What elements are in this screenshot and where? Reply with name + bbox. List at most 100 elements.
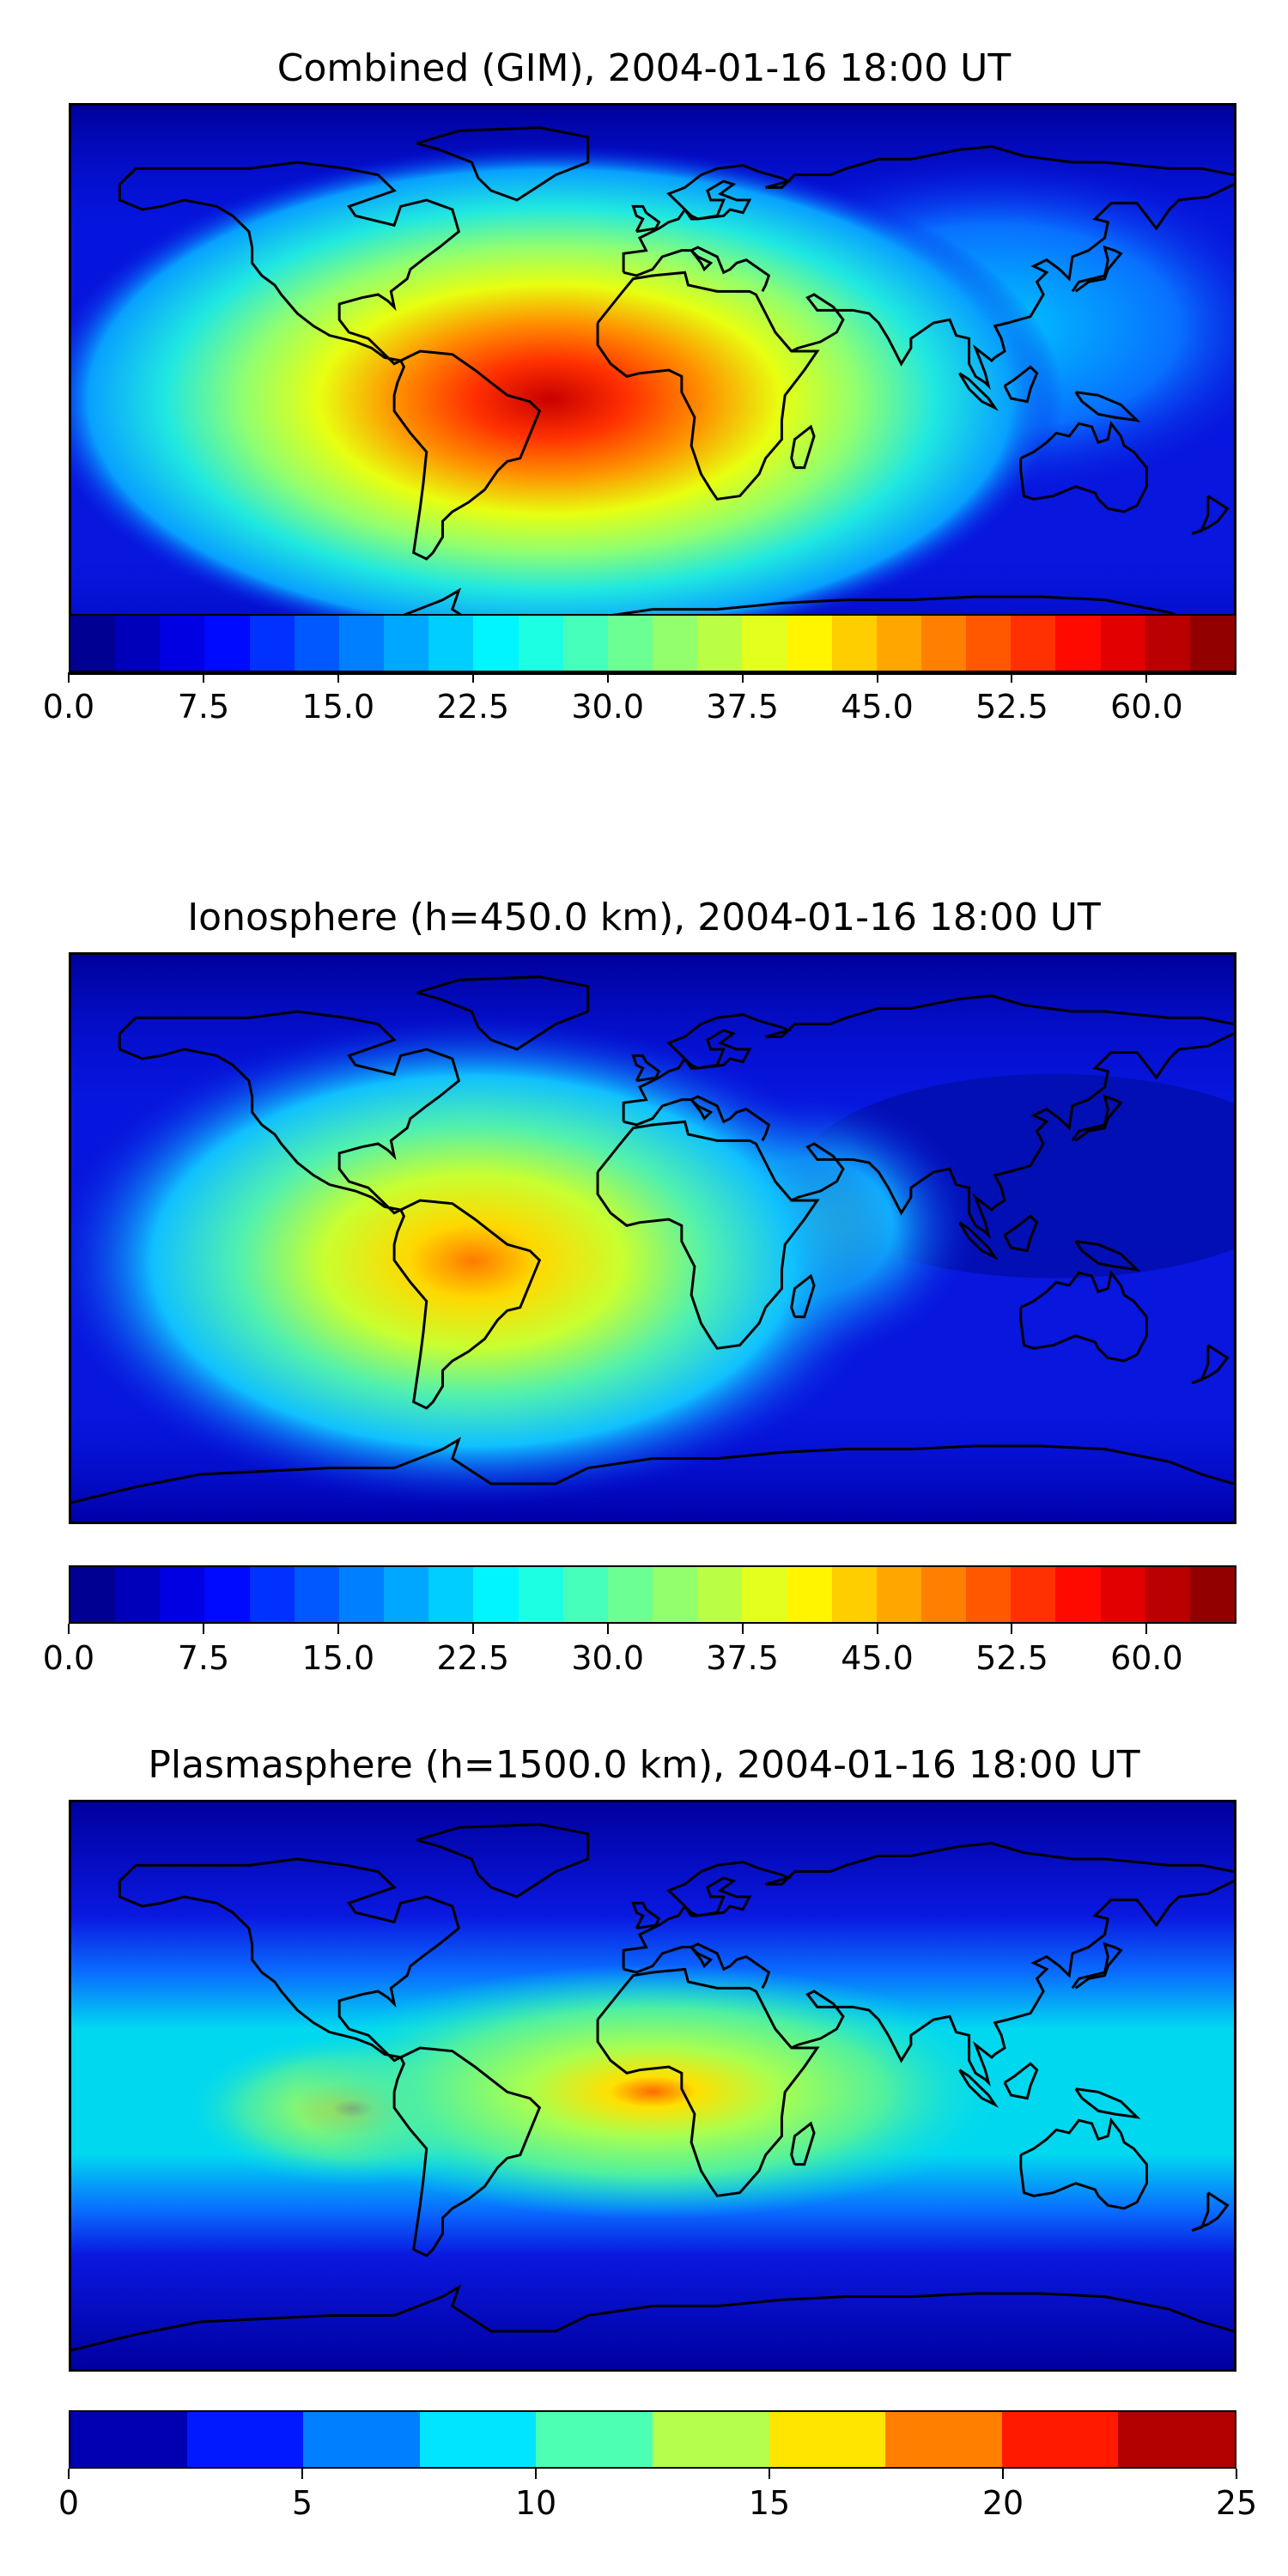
colorbar-tick — [535, 2469, 537, 2479]
colorbar-level — [652, 2412, 769, 2467]
colorbar-ticks: 0.0 7.5 15.0 22.5 30.0 37.5 45.0 52.5 60.0 — [43, 672, 1236, 726]
colorbar-tick-label: 37.5 — [706, 1639, 779, 1677]
colorbar — [69, 614, 1236, 672]
colorbar-level — [885, 2412, 1002, 2467]
coastline — [631, 1901, 661, 1930]
colorbar-tick-label: 15.0 — [301, 688, 375, 726]
coastline — [791, 183, 1234, 391]
colorbar-level — [787, 1567, 832, 1622]
colorbar-level — [1055, 616, 1101, 671]
colorbar-tick-label: 0.0 — [42, 1639, 95, 1677]
colorbar-tick-label: 0.0 — [42, 688, 95, 726]
colorbar-tick-label: 7.5 — [177, 1639, 230, 1677]
coastline — [1074, 2087, 1141, 2119]
colorbar-level — [419, 2412, 537, 2467]
colorbar-level — [1100, 616, 1145, 671]
colorbar-level — [697, 616, 743, 671]
colorbar-tick-label: 60.0 — [1110, 1639, 1183, 1677]
map-plot-area — [69, 952, 1236, 1524]
colorbar-level — [204, 616, 250, 671]
colorbar-tick — [301, 2469, 303, 2479]
colorbar-level — [831, 1567, 877, 1622]
colorbar-level — [518, 616, 563, 671]
colorbar-ticks: 0.0 7.5 15.0 22.5 30.0 37.5 45.0 52.5 60.0 — [43, 1624, 1236, 1677]
colorbar-level — [1118, 2412, 1235, 2467]
coastline — [631, 204, 661, 234]
colorbar-level — [1055, 1567, 1101, 1622]
colorbar-level — [769, 2412, 886, 2467]
colorbar-tick-label: 37.5 — [706, 688, 779, 726]
coastline — [1003, 1214, 1039, 1253]
colorbar-level — [562, 1567, 608, 1622]
colorbar-level — [920, 1567, 967, 1622]
colorbar-level — [787, 616, 832, 671]
colorbar-tick-label: 45.0 — [841, 1639, 914, 1677]
colorbar-tick — [68, 2469, 70, 2479]
colorbar-level — [1011, 616, 1056, 671]
coastline — [1003, 365, 1039, 404]
colorbar-level — [428, 1567, 474, 1622]
heatmap-combined — [71, 106, 1234, 672]
colorbar-tick — [741, 672, 744, 683]
colorbar-level — [384, 1567, 429, 1622]
colorbar-level — [160, 1567, 205, 1622]
heatmap-plasmasphere — [71, 1802, 1234, 2369]
colorbar-level — [294, 616, 339, 671]
colorbar-level — [1100, 1567, 1145, 1622]
coastline — [622, 1842, 1234, 1970]
coastline — [791, 1032, 1234, 1240]
coastline — [1019, 2117, 1148, 2210]
colorbar-tick — [1145, 672, 1148, 683]
colorbar-level — [1145, 1567, 1190, 1622]
coastline — [1191, 1344, 1230, 1385]
colorbar-tick-label: 10 — [514, 2484, 557, 2522]
colorbar-level — [876, 1567, 921, 1622]
colorbar-tick-label: 5 — [291, 2484, 313, 2522]
coastline — [416, 1823, 590, 1899]
coastline — [622, 145, 1234, 273]
coastline — [1074, 1240, 1141, 1272]
coastline — [631, 1054, 661, 1083]
colorbar-level — [536, 2412, 653, 2467]
coastline — [1019, 420, 1148, 513]
chart-title: Plasmasphere (h=1500.0 km), 2004-01-16 1… — [148, 1743, 1140, 1787]
colorbar-level — [338, 616, 385, 671]
coastline — [1003, 2062, 1039, 2100]
map-plot-area — [69, 103, 1236, 675]
colorbar-tick-label: 30.0 — [571, 688, 644, 726]
coastline — [790, 1273, 816, 1319]
coastline — [791, 1880, 1234, 2087]
colorbar-level — [1145, 616, 1190, 671]
coastline — [1019, 1269, 1148, 1363]
colorbar-tick-label: 0 — [58, 2484, 80, 2522]
coastline — [1074, 391, 1141, 422]
colorbar-level — [742, 616, 787, 671]
map-plot-area — [69, 1800, 1236, 2372]
colorbar-ticks: 0 5 10 15 20 25 — [58, 2469, 1257, 2522]
colorbar-tick-label: 15.0 — [301, 1639, 375, 1677]
colorbar-tick — [606, 1624, 609, 1634]
heatmap-ionosphere — [71, 955, 1234, 1522]
colorbar-tick — [1236, 2469, 1237, 2479]
colorbar-level — [249, 1567, 295, 1622]
coastline — [416, 975, 590, 1051]
colorbar-level — [204, 1567, 250, 1622]
colorbar-level — [249, 616, 295, 671]
colorbar-level — [428, 616, 474, 671]
coastline — [958, 2069, 999, 2108]
coastline — [1071, 1094, 1123, 1142]
coastline — [1071, 245, 1123, 293]
colorbar-tick-label: 30.0 — [571, 1639, 644, 1677]
colorbar-level — [1011, 1567, 1056, 1622]
colorbar-tick-label: 25 — [1215, 2484, 1258, 2522]
colorbar-level — [607, 616, 653, 671]
coastline — [1071, 1941, 1123, 1990]
colorbar-level — [303, 2412, 420, 2467]
colorbar-tick — [202, 672, 204, 683]
colorbar-tick-label: 22.5 — [436, 688, 510, 726]
colorbar-level — [473, 616, 519, 671]
coastline — [623, 246, 771, 293]
colorbar-tick — [1011, 672, 1013, 683]
colorbar-level — [70, 1567, 116, 1622]
colorbar-level — [338, 1567, 385, 1622]
